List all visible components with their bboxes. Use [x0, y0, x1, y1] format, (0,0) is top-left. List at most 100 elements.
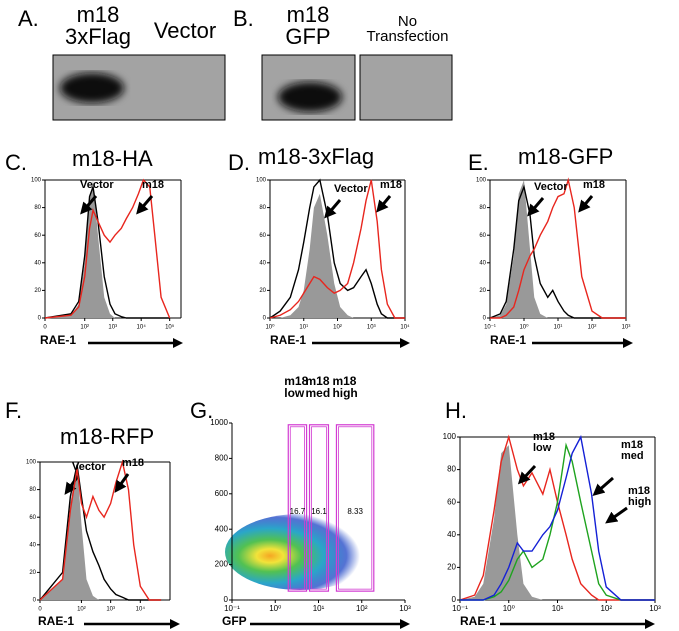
x-tick-label: 0 [43, 325, 47, 331]
x-tick-label: 10⁰ [503, 604, 515, 613]
panel-label: H. [445, 398, 467, 423]
y-tick-label: 600 [215, 489, 229, 498]
lane-label: Vector [153, 18, 217, 43]
y-tick-label: 20 [447, 563, 456, 572]
histogram-area [490, 180, 626, 318]
x-tick-label: 10² [356, 604, 368, 613]
x-tick-label: 10³ [649, 604, 661, 613]
gate-label: m18 high [332, 374, 358, 400]
x-tick-label: 10² [600, 604, 612, 613]
y-tick-label: 0 [224, 595, 229, 604]
histogram-area [40, 462, 162, 600]
y-tick-label: 40 [259, 260, 266, 266]
gate [335, 424, 375, 592]
y-tick-label: 60 [29, 515, 36, 521]
gate-inner [338, 426, 373, 590]
panel-label: A. [18, 6, 39, 31]
gate-label: m18 med [305, 374, 331, 400]
x-tick-label: 10⁰ [269, 604, 281, 613]
series-label: m18 [380, 179, 403, 191]
y-tick-label: 80 [447, 465, 456, 474]
y-tick-label: 0 [483, 316, 487, 322]
blot-band [60, 73, 124, 103]
annotation-arrow [578, 195, 594, 213]
panel-label: D. [228, 150, 250, 175]
histogram-line [490, 177, 626, 319]
histogram-area [270, 193, 405, 318]
y-tick-label: 80 [259, 205, 266, 211]
lane-label: m18 GFP [285, 2, 331, 49]
x-axis-label: RAE-1 [490, 333, 527, 347]
x-tick-label: 10⁻¹ [452, 604, 468, 613]
x-tick-label: 10⁰ [265, 324, 275, 331]
x-tick-label: 10² [80, 325, 89, 331]
gate-inner [311, 426, 327, 590]
gate-percent: 8.33 [347, 507, 363, 516]
x-axis-label: RAE-1 [270, 333, 307, 347]
series-label: Vector [72, 461, 106, 473]
gate-label: m18 low [284, 374, 309, 400]
x-tick-label: 10² [588, 325, 597, 331]
y-tick-label: 40 [479, 260, 486, 266]
annotation-arrow [376, 195, 392, 213]
y-tick-label: 100 [443, 432, 457, 441]
y-tick-label: 60 [34, 233, 41, 239]
x-tick-label: 10³ [106, 607, 115, 613]
x-tick-label: 10³ [367, 325, 376, 331]
series-label: Vector [534, 181, 568, 193]
histogram-line [460, 442, 655, 601]
series-label: m18 [122, 457, 145, 469]
gate [287, 424, 308, 592]
histogram-line [489, 184, 626, 319]
chart-title: m18-RFP [60, 424, 155, 449]
histogram-line [44, 178, 171, 319]
x-tick-label: 10¹ [554, 325, 563, 331]
gate-percent: 16.7 [290, 507, 306, 516]
y-tick-label: 0 [33, 598, 37, 604]
histogram-line [269, 179, 405, 319]
y-tick-label: 0 [452, 595, 457, 604]
gate-inner [289, 426, 305, 590]
x-axis-label: RAE-1 [460, 614, 497, 628]
y-tick-label: 800 [215, 454, 229, 463]
y-tick-label: 1000 [210, 418, 228, 427]
y-tick-label: 80 [479, 205, 486, 211]
annotation-arrow [136, 195, 154, 215]
series-label: Vector [80, 179, 114, 191]
lane-label: No Transfection [366, 13, 449, 45]
y-tick-label: 0 [38, 316, 42, 322]
x-tick-label: 0 [38, 607, 42, 613]
density-cloud [225, 514, 375, 590]
annotation-arrow [80, 195, 98, 215]
annotation-arrow [114, 473, 130, 493]
x-tick-label: 10¹ [313, 604, 325, 613]
x-tick-label: 10⁴ [136, 606, 146, 613]
lane-label: m18 3xFlag [64, 2, 132, 49]
y-tick-label: 20 [34, 288, 41, 294]
annotation-arrow [592, 476, 614, 496]
annotation-arrow [605, 506, 628, 524]
annotation-arrow [517, 464, 537, 485]
series-label: m18 [142, 179, 165, 191]
y-tick-label: 80 [29, 487, 36, 493]
annotation-arrow [324, 199, 342, 219]
annotation-arrow [64, 475, 80, 495]
gate [308, 424, 330, 592]
histogram-line [44, 186, 170, 319]
y-tick-label: 40 [29, 542, 36, 548]
panel-label: B. [233, 6, 254, 31]
blot-band [278, 82, 342, 112]
histogram-line [39, 459, 162, 601]
histogram-line [460, 434, 655, 601]
x-axis-label: GFP [222, 614, 247, 628]
x-tick-label: 10⁻¹ [224, 604, 240, 613]
histogram-line [269, 178, 405, 319]
y-tick-label: 400 [215, 524, 229, 533]
blot [359, 54, 453, 121]
series-label: m18 [583, 179, 606, 191]
x-tick-label: 10⁰ [519, 324, 529, 331]
y-tick-label: 20 [29, 570, 36, 576]
gate-percent: 16.1 [311, 507, 327, 516]
x-tick-label: 10¹ [299, 325, 308, 331]
